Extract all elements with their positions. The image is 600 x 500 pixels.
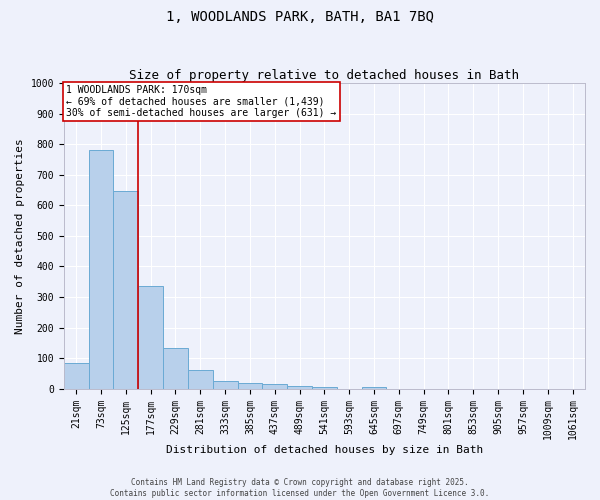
Bar — [163, 348, 188, 389]
Bar — [89, 150, 113, 388]
Bar — [212, 381, 238, 388]
Text: 1 WOODLANDS PARK: 170sqm
← 69% of detached houses are smaller (1,439)
30% of sem: 1 WOODLANDS PARK: 170sqm ← 69% of detach… — [67, 84, 337, 118]
Bar — [312, 387, 337, 388]
Bar — [238, 383, 262, 388]
Bar — [64, 363, 89, 388]
Text: Contains HM Land Registry data © Crown copyright and database right 2025.
Contai: Contains HM Land Registry data © Crown c… — [110, 478, 490, 498]
Bar — [287, 386, 312, 388]
Bar — [113, 190, 138, 388]
Text: 1, WOODLANDS PARK, BATH, BA1 7BQ: 1, WOODLANDS PARK, BATH, BA1 7BQ — [166, 10, 434, 24]
Bar — [262, 384, 287, 388]
Bar — [362, 387, 386, 388]
X-axis label: Distribution of detached houses by size in Bath: Distribution of detached houses by size … — [166, 445, 483, 455]
Bar — [188, 370, 212, 388]
Title: Size of property relative to detached houses in Bath: Size of property relative to detached ho… — [130, 69, 520, 82]
Bar — [138, 286, 163, 388]
Y-axis label: Number of detached properties: Number of detached properties — [15, 138, 25, 334]
